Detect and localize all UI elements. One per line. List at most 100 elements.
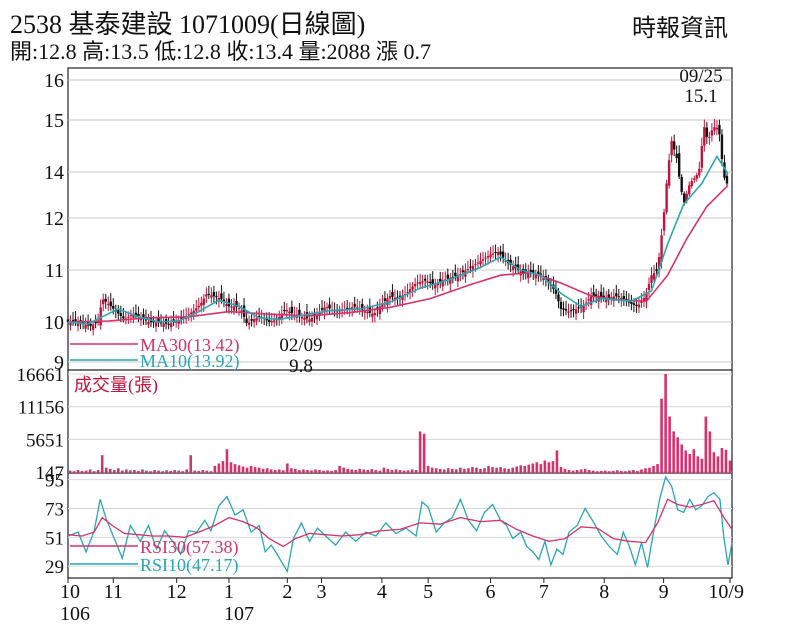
candle-body: [451, 276, 455, 278]
price-tick-label: 14: [44, 162, 64, 184]
x-month-label: 6: [486, 581, 496, 603]
candle-body: [547, 278, 550, 283]
x-month-label: 11: [104, 581, 123, 603]
legend-label: RSI30(57.38): [140, 537, 239, 558]
candle-body: [398, 295, 402, 298]
candle-body: [303, 317, 306, 320]
candle-body: [574, 309, 578, 314]
candle-body: [632, 303, 636, 305]
volume-bar: [591, 470, 595, 473]
volume-bar: [551, 461, 555, 473]
candle-body: [600, 291, 603, 297]
candle-body: [647, 283, 651, 290]
volume-bar: [261, 468, 265, 473]
volume-bar: [88, 469, 92, 473]
candle-body: [715, 127, 719, 130]
volume-bar: [652, 465, 655, 473]
volume-bar: [318, 470, 321, 473]
volume-bar: [475, 467, 478, 473]
volume-bar: [720, 448, 724, 473]
x-month-label: 3: [317, 581, 327, 603]
volume-bar: [507, 468, 510, 473]
candle-body: [439, 278, 442, 282]
volume-bar: [414, 470, 418, 473]
volume-bar: [257, 467, 261, 473]
candle-body: [162, 323, 165, 327]
candle-body: [635, 304, 638, 306]
volume-bar: [459, 467, 462, 473]
volume-bar: [286, 463, 289, 473]
volume-bar: [684, 450, 688, 473]
candle-body: [698, 168, 701, 176]
volume-bar: [390, 470, 394, 473]
legend-label: MA30(13.42): [140, 335, 240, 356]
volume-tick-label: 11156: [18, 398, 64, 419]
volume-bar: [201, 470, 205, 473]
volume-bar: [632, 470, 635, 473]
volume-tick-label: 16661: [17, 365, 65, 386]
candle-body: [215, 296, 218, 298]
volume-bar: [382, 467, 386, 473]
volume-bar: [672, 431, 675, 473]
candle-body: [436, 283, 439, 286]
volume-bar: [575, 470, 579, 473]
volume-bar: [326, 470, 329, 473]
candle-body: [607, 294, 610, 299]
volume-bar: [442, 469, 446, 473]
candle-body: [192, 310, 195, 314]
volume-bar: [378, 470, 382, 473]
candle-body: [408, 289, 412, 293]
volume-bar: [253, 467, 257, 473]
candle-body: [112, 305, 115, 309]
candle-body: [119, 313, 123, 316]
candle-body: [622, 296, 626, 299]
candle-body: [94, 321, 97, 324]
candle-body: [351, 307, 354, 310]
candle-body: [491, 253, 495, 255]
candle-body: [693, 178, 696, 181]
candle-body: [142, 314, 145, 319]
volume-bar: [599, 470, 603, 473]
candle-body: [381, 303, 384, 308]
volume-bar: [660, 398, 663, 473]
volume-bar: [265, 468, 269, 473]
price-tick-label: 10: [44, 312, 64, 334]
candle-body: [325, 307, 329, 309]
volume-bar: [692, 449, 696, 473]
volume-bar: [728, 460, 732, 473]
x-month-label: 12: [167, 581, 187, 603]
candle-body: [645, 292, 648, 302]
volume-bar: [499, 467, 502, 473]
annotation-date: 09/25: [679, 66, 722, 87]
volume-bar: [237, 465, 241, 473]
candle-body: [235, 300, 238, 308]
candle-body: [665, 183, 668, 213]
candle-body: [466, 269, 470, 271]
candle-body: [187, 314, 190, 316]
volume-bar: [446, 468, 450, 473]
candle-body: [557, 294, 560, 302]
candle-body: [423, 278, 427, 281]
candle-body: [373, 312, 377, 316]
volume-bar: [217, 463, 221, 473]
price-tick-label: 16: [44, 70, 64, 92]
candle-body: [718, 124, 721, 135]
volume-bar: [523, 465, 527, 473]
candle-body: [371, 313, 374, 317]
volume-bar: [121, 470, 124, 473]
volume-bar: [571, 470, 575, 473]
candle-body: [418, 281, 422, 284]
candle-body: [406, 291, 409, 293]
x-month-label: 4: [377, 581, 387, 603]
volume-bar: [362, 469, 366, 473]
candle-body: [572, 309, 575, 311]
candle-body: [434, 284, 437, 289]
candle-body: [703, 127, 706, 146]
volume-bar: [96, 470, 100, 473]
candle-body: [496, 251, 500, 256]
candle-body: [200, 302, 203, 306]
price-tick-label: 11: [45, 260, 64, 282]
candle-body: [587, 299, 590, 301]
volume-bar: [487, 465, 490, 473]
